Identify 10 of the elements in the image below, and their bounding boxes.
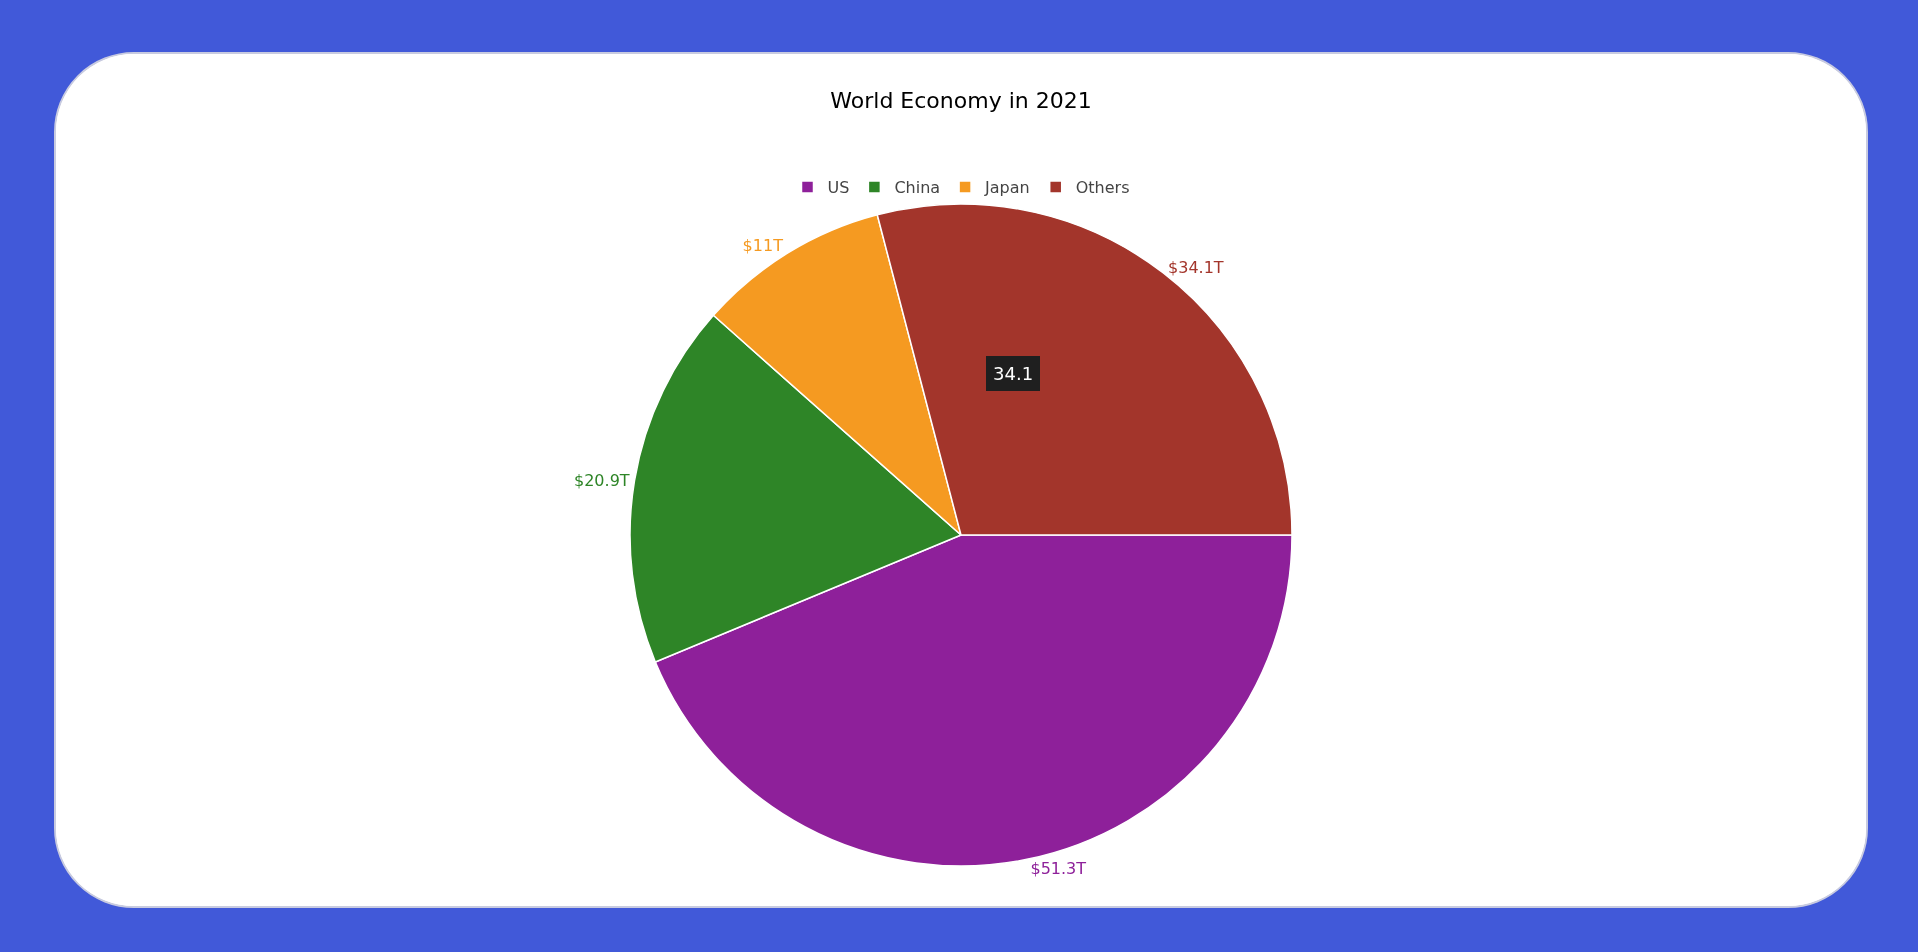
legend-label: Japan — [984, 178, 1030, 198]
legend-label: US — [827, 178, 850, 198]
legend-label: Others — [1075, 178, 1130, 198]
data-label: $51.3T — [1030, 859, 1087, 879]
text: 34.1 — [993, 363, 1034, 384]
legend-label: China — [894, 178, 941, 198]
chart-title: World Economy in 2021 — [830, 87, 1092, 113]
data-label: $34.1T — [1168, 257, 1224, 277]
data-label: $20.9T — [574, 470, 630, 490]
data-label: $11T — [742, 236, 784, 256]
